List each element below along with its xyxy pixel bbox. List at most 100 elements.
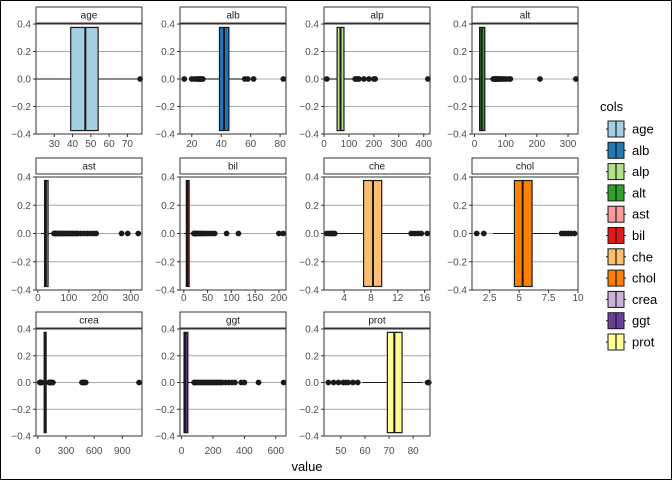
- legend-key-crea: crea: [606, 290, 658, 308]
- legend-keys: age alb alp alt ast bil che chol crea ggt prot: [606, 120, 658, 351]
- x-tick-label-alb: 80: [275, 139, 287, 150]
- x-tick-label-chol: 10: [572, 293, 584, 304]
- x-tick-label-alb: 20: [186, 139, 198, 150]
- y-tick-label-ggt: 0.2: [161, 351, 175, 362]
- outlier-crea: [38, 379, 45, 386]
- y-tick-label-age: 0.0: [17, 75, 31, 86]
- legend-label-crea: crea: [632, 292, 658, 307]
- panel-border-age: [35, 23, 143, 135]
- strip-ast: [35, 157, 143, 175]
- strip-label-alp: alp: [370, 11, 384, 22]
- x-tick-label-alp: 100: [341, 139, 358, 150]
- legend-label-alt: alt: [632, 185, 646, 200]
- outlier-prot: [330, 379, 337, 386]
- facet-panel-prot: prot −0.4 −0.2 0.0 0.2 0.4 50 60 70 80: [299, 311, 432, 457]
- x-tick-label-ggt: 400: [236, 446, 253, 457]
- y-tick-label-bil: 0.0: [161, 229, 175, 240]
- outlier-ast: [93, 230, 100, 237]
- outlier-bil: [235, 230, 242, 237]
- y-tick-label-alp: −0.2: [299, 102, 319, 113]
- x-tick-label-age: 40: [67, 139, 79, 150]
- strip-label-crea: crea: [79, 316, 99, 327]
- strip-ggt: [179, 311, 287, 329]
- legend: cols age alb alp alt ast bil che chol crea ggt pro…: [600, 99, 658, 351]
- y-tick-label-chol: 0.0: [453, 229, 467, 240]
- strip-label-alt: alt: [520, 11, 531, 22]
- outlier-ast: [124, 230, 131, 237]
- x-tick-label-prot: 80: [408, 446, 420, 457]
- legend-key-alp: alp: [606, 163, 649, 181]
- x-tick-label-che: 8: [368, 293, 374, 304]
- x-tick-label-ggt: 600: [267, 446, 284, 457]
- y-tick-label-prot: −0.2: [299, 405, 319, 416]
- x-tick-label-ggt: 0: [179, 446, 185, 457]
- outlier-alb: [244, 76, 251, 82]
- outlier-alb: [181, 76, 188, 82]
- x-tick-label-prot: 70: [383, 446, 395, 457]
- outlier-che: [331, 230, 338, 237]
- panel-border-alb: [179, 23, 287, 135]
- panel-border-alt: [471, 23, 579, 135]
- x-tick-label-alb: 40: [216, 139, 228, 150]
- y-tick-label-crea: −0.4: [11, 432, 31, 443]
- x-tick-label-alt: 100: [497, 139, 514, 150]
- x-tick-label-crea: 300: [58, 446, 75, 457]
- x-tick-label-age: 30: [49, 139, 61, 150]
- y-tick-label-prot: 0.2: [305, 351, 319, 362]
- outlier-alb: [280, 76, 287, 82]
- legend-key-age: age: [606, 120, 654, 138]
- x-tick-label-ast: 200: [92, 293, 109, 304]
- legend-label-che: che: [632, 249, 653, 264]
- facet-panels: age−0.4−0.20.00.20.430 40 50 60 70alb−0.4−0.…: [11, 6, 584, 457]
- outlier-alp: [356, 76, 362, 82]
- y-tick-label-ast: 0.0: [17, 229, 31, 240]
- legend-label-age: age: [632, 122, 654, 137]
- y-tick-label-alb: −0.2: [155, 102, 175, 113]
- legend-key-alt: alt: [606, 184, 646, 202]
- legend-label-alb: alb: [632, 143, 649, 158]
- outlier-alt: [573, 76, 579, 82]
- y-tick-label-che: 0.4: [305, 173, 319, 184]
- strip-label-che: che: [369, 162, 386, 173]
- outlier-che: [418, 230, 425, 237]
- strip-age: [35, 6, 143, 24]
- outlier-chol: [480, 230, 487, 237]
- strip-chol: [471, 157, 579, 175]
- x-tick-label-ggt: 200: [205, 446, 222, 457]
- x-tick-label-chol: 7.5: [542, 293, 556, 304]
- strip-alb: [179, 6, 287, 24]
- x-tick-label-bil: 100: [223, 293, 240, 304]
- outlier-che: [424, 230, 431, 237]
- y-tick-label-alt: −0.4: [447, 130, 467, 141]
- x-tick-label-prot: 60: [359, 446, 371, 457]
- strip-label-age: age: [81, 11, 98, 22]
- legend-title: cols: [600, 99, 624, 114]
- strip-alt: [471, 6, 579, 24]
- x-tick-label-bil: 200: [271, 293, 288, 304]
- outlier-ggt: [241, 379, 248, 386]
- y-tick-label-alb: 0.4: [161, 20, 175, 31]
- strip-label-ggt: ggt: [226, 316, 240, 327]
- panel-border-ast: [35, 176, 143, 291]
- outlier-bil: [211, 230, 218, 237]
- x-tick-label-bil: 0: [181, 293, 187, 304]
- x-tick-label-alt: 200: [529, 139, 546, 150]
- strip-label-ast: ast: [82, 162, 96, 173]
- x-tick-label-crea: 0: [35, 446, 41, 457]
- y-tick-label-che: 0.0: [305, 229, 319, 240]
- outlier-ggt: [232, 379, 238, 386]
- facet-panel-crea: crea −0.4 −0.2 0.0 0.2 0.4 0 300 600 900: [11, 311, 143, 457]
- y-tick-label-alp: 0.0: [305, 75, 319, 86]
- x-tick-label-alt: 300: [560, 139, 577, 150]
- legend-key-bil: bil: [606, 227, 645, 244]
- strip-bil: [179, 157, 287, 175]
- facet-panel-ast: ast −0.4 −0.2 0.0 0.2 0.4 0 100 200 300: [11, 157, 143, 304]
- outlier-alp: [372, 76, 379, 82]
- outlier-ast: [135, 230, 142, 237]
- outlier-ast: [118, 230, 125, 237]
- x-tick-label-che: 16: [419, 293, 431, 304]
- strip-label-alb: alb: [226, 11, 240, 22]
- panel-border-che: [323, 176, 431, 291]
- y-tick-label-prot: −0.4: [299, 432, 319, 443]
- y-tick-label-alt: 0.0: [453, 75, 467, 86]
